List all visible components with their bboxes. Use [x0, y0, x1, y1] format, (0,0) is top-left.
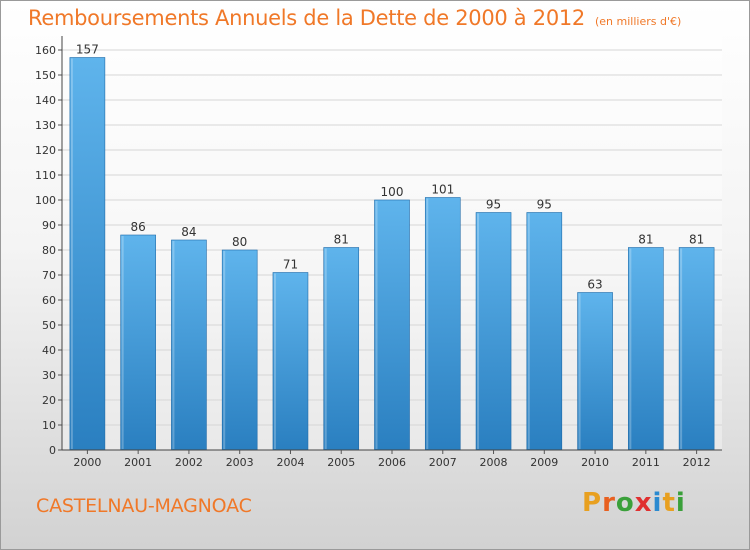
- y-tick-label: 100: [35, 194, 56, 207]
- logo-letter: o: [615, 488, 635, 518]
- y-tick-label: 80: [42, 244, 56, 257]
- x-tick-label: 2003: [226, 456, 254, 469]
- bar-2007: [424, 197, 461, 451]
- bar-2001: [120, 234, 156, 451]
- commune-name: CASTELNAU-MAGNOAC: [36, 495, 252, 517]
- bar-highlight: [273, 273, 276, 449]
- bar-highlight: [680, 248, 683, 449]
- y-tick-label: 130: [35, 119, 56, 132]
- data-labels: 157 86 84 80 71 81 100 101 95 95 63 81 81: [76, 43, 704, 292]
- bar-2004: [272, 272, 309, 451]
- bar-2003: [221, 249, 258, 451]
- x-tick-label: 2006: [378, 456, 406, 469]
- data-label: 63: [587, 278, 602, 292]
- bar-highlight: [70, 58, 73, 449]
- data-label: 84: [181, 225, 196, 239]
- x-tick-label: 2001: [124, 456, 152, 469]
- data-label: 95: [486, 198, 501, 212]
- data-label: 80: [232, 235, 247, 249]
- data-label: 157: [76, 43, 99, 57]
- x-tick-label: 2008: [480, 456, 508, 469]
- bar-2005: [323, 247, 360, 451]
- data-label: 101: [431, 183, 454, 197]
- y-tick-label: 70: [42, 269, 56, 282]
- title-row: Remboursements Annuels de la Dette de 20…: [28, 6, 681, 30]
- bar-highlight: [527, 213, 530, 449]
- bar-2008: [475, 212, 512, 451]
- data-label: 86: [131, 220, 146, 234]
- y-tick-label: 20: [42, 394, 56, 407]
- x-tick-label: 2011: [632, 456, 660, 469]
- bar-2009: [526, 212, 563, 451]
- x-axis: 2000 2001 2002 2003 2004 2005 2006 2007 2008 2009…: [73, 450, 711, 469]
- bar-highlight: [426, 198, 429, 449]
- bar-2006: [374, 199, 410, 451]
- logo-letter: r: [602, 488, 616, 518]
- x-tick-label: 2005: [327, 456, 355, 469]
- x-tick-label: 2010: [581, 456, 609, 469]
- y-tick-label: 90: [42, 219, 56, 232]
- bars: [69, 57, 715, 451]
- bar-highlight: [477, 213, 480, 449]
- y-axis: 0 10 20 30 40 50 60 70 80 90 100 110 120 130 140 150 160: [35, 36, 722, 457]
- x-tick-label: 2012: [683, 456, 711, 469]
- x-tick-label: 2000: [73, 456, 101, 469]
- bar-2010: [577, 292, 613, 451]
- bar-highlight: [375, 201, 378, 449]
- bar-2000: [69, 57, 106, 451]
- y-tick-label: 150: [35, 69, 56, 82]
- x-tick-label: 2004: [276, 456, 304, 469]
- logo-letter: i: [675, 488, 686, 518]
- y-tick-label: 60: [42, 294, 56, 307]
- bar-highlight: [324, 248, 327, 449]
- y-tick-label: 110: [35, 169, 56, 182]
- bar-2011: [628, 247, 664, 451]
- data-label: 81: [638, 233, 653, 247]
- y-tick-label: 40: [42, 344, 56, 357]
- bar-highlight: [121, 236, 124, 449]
- y-tick-label: 30: [42, 369, 56, 382]
- proxiti-logo: Proxiti: [582, 488, 686, 518]
- y-tick-label: 160: [35, 44, 56, 57]
- logo-letter: t: [662, 488, 676, 518]
- bar-highlight: [629, 248, 632, 449]
- y-tick-label: 120: [35, 144, 56, 157]
- logo-letter: i: [652, 488, 663, 518]
- y-tick-label: 10: [42, 419, 56, 432]
- x-tick-label: 2009: [530, 456, 558, 469]
- logo-letter: x: [634, 488, 653, 518]
- data-label: 81: [334, 233, 349, 247]
- bar-highlight: [578, 293, 581, 449]
- x-tick-label: 2007: [429, 456, 457, 469]
- logo-letter: P: [582, 488, 603, 518]
- bar-2002: [171, 239, 207, 451]
- bar-highlight: [172, 241, 175, 449]
- data-label: 100: [381, 185, 404, 199]
- bar-2012: [678, 247, 715, 451]
- x-tick-label: 2002: [175, 456, 203, 469]
- data-label: 95: [537, 198, 552, 212]
- y-tick-label: 0: [49, 444, 56, 457]
- y-tick-label: 50: [42, 319, 56, 332]
- bar-highlight: [223, 251, 226, 449]
- y-tick-label: 140: [35, 94, 56, 107]
- chart-subtitle: (en milliers d'€): [595, 15, 682, 28]
- chart-title: Remboursements Annuels de la Dette de 20…: [28, 6, 585, 30]
- data-label: 81: [689, 233, 704, 247]
- data-label: 71: [283, 258, 298, 272]
